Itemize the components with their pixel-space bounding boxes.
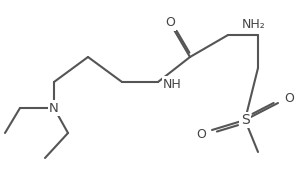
Text: O: O: [284, 92, 294, 105]
Text: O: O: [165, 16, 175, 29]
Text: O: O: [196, 127, 206, 140]
Text: NH: NH: [163, 78, 182, 90]
Text: NH₂: NH₂: [242, 18, 266, 31]
Text: S: S: [241, 113, 249, 127]
Text: N: N: [49, 102, 59, 115]
